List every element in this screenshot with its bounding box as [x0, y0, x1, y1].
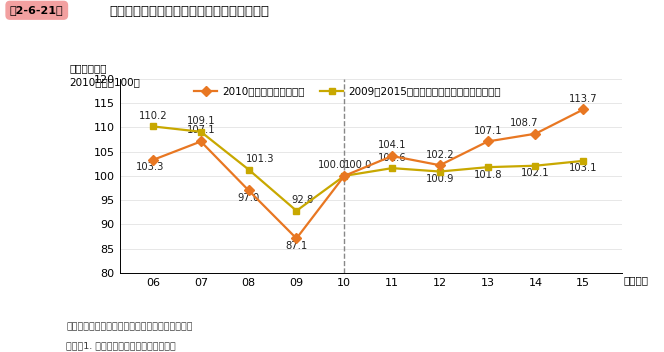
- Text: 104.1: 104.1: [378, 140, 406, 150]
- Text: 108.7: 108.7: [510, 118, 539, 128]
- Text: 100.9: 100.9: [426, 174, 454, 184]
- Text: 100.0: 100.0: [317, 160, 346, 170]
- Text: 2010年度＝100）: 2010年度＝100）: [69, 77, 140, 87]
- Text: 103.3: 103.3: [136, 162, 165, 172]
- Text: 102.1: 102.1: [521, 168, 550, 178]
- Text: 103.1: 103.1: [569, 163, 598, 174]
- Text: （年度）: （年度）: [624, 275, 649, 285]
- Text: 事業譲受実施企業と非実施企業の労働生産性: 事業譲受実施企業と非実施企業の労働生産性: [110, 5, 270, 18]
- Text: 101.6: 101.6: [378, 152, 406, 163]
- Text: （注）1. 中小企業のみを集計している。: （注）1. 中小企業のみを集計している。: [66, 341, 176, 351]
- Text: 101.3: 101.3: [246, 154, 274, 164]
- Text: （労働生産性: （労働生産性: [69, 63, 107, 74]
- Text: 113.7: 113.7: [569, 94, 598, 104]
- Text: 109.1: 109.1: [187, 116, 215, 126]
- Text: 101.8: 101.8: [473, 170, 502, 180]
- Text: 110.2: 110.2: [139, 111, 167, 121]
- Text: 107.1: 107.1: [187, 125, 215, 134]
- Text: 97.0: 97.0: [238, 193, 260, 203]
- Text: 資料：経済産業省「企業活動基本調査」再編加工: 資料：経済産業省「企業活動基本調査」再編加工: [66, 322, 193, 331]
- Text: 87.1: 87.1: [286, 241, 307, 251]
- Text: 92.8: 92.8: [291, 195, 313, 205]
- Text: 107.1: 107.1: [473, 126, 502, 136]
- Legend: 2010年度に実施した企業, 2009～2015年度の間一切実施していない企業: 2010年度に実施した企業, 2009～2015年度の間一切実施していない企業: [190, 82, 505, 101]
- Text: 100.0: 100.0: [344, 160, 373, 170]
- Text: 第2-6-21図: 第2-6-21図: [10, 5, 64, 15]
- Text: 102.2: 102.2: [426, 150, 454, 160]
